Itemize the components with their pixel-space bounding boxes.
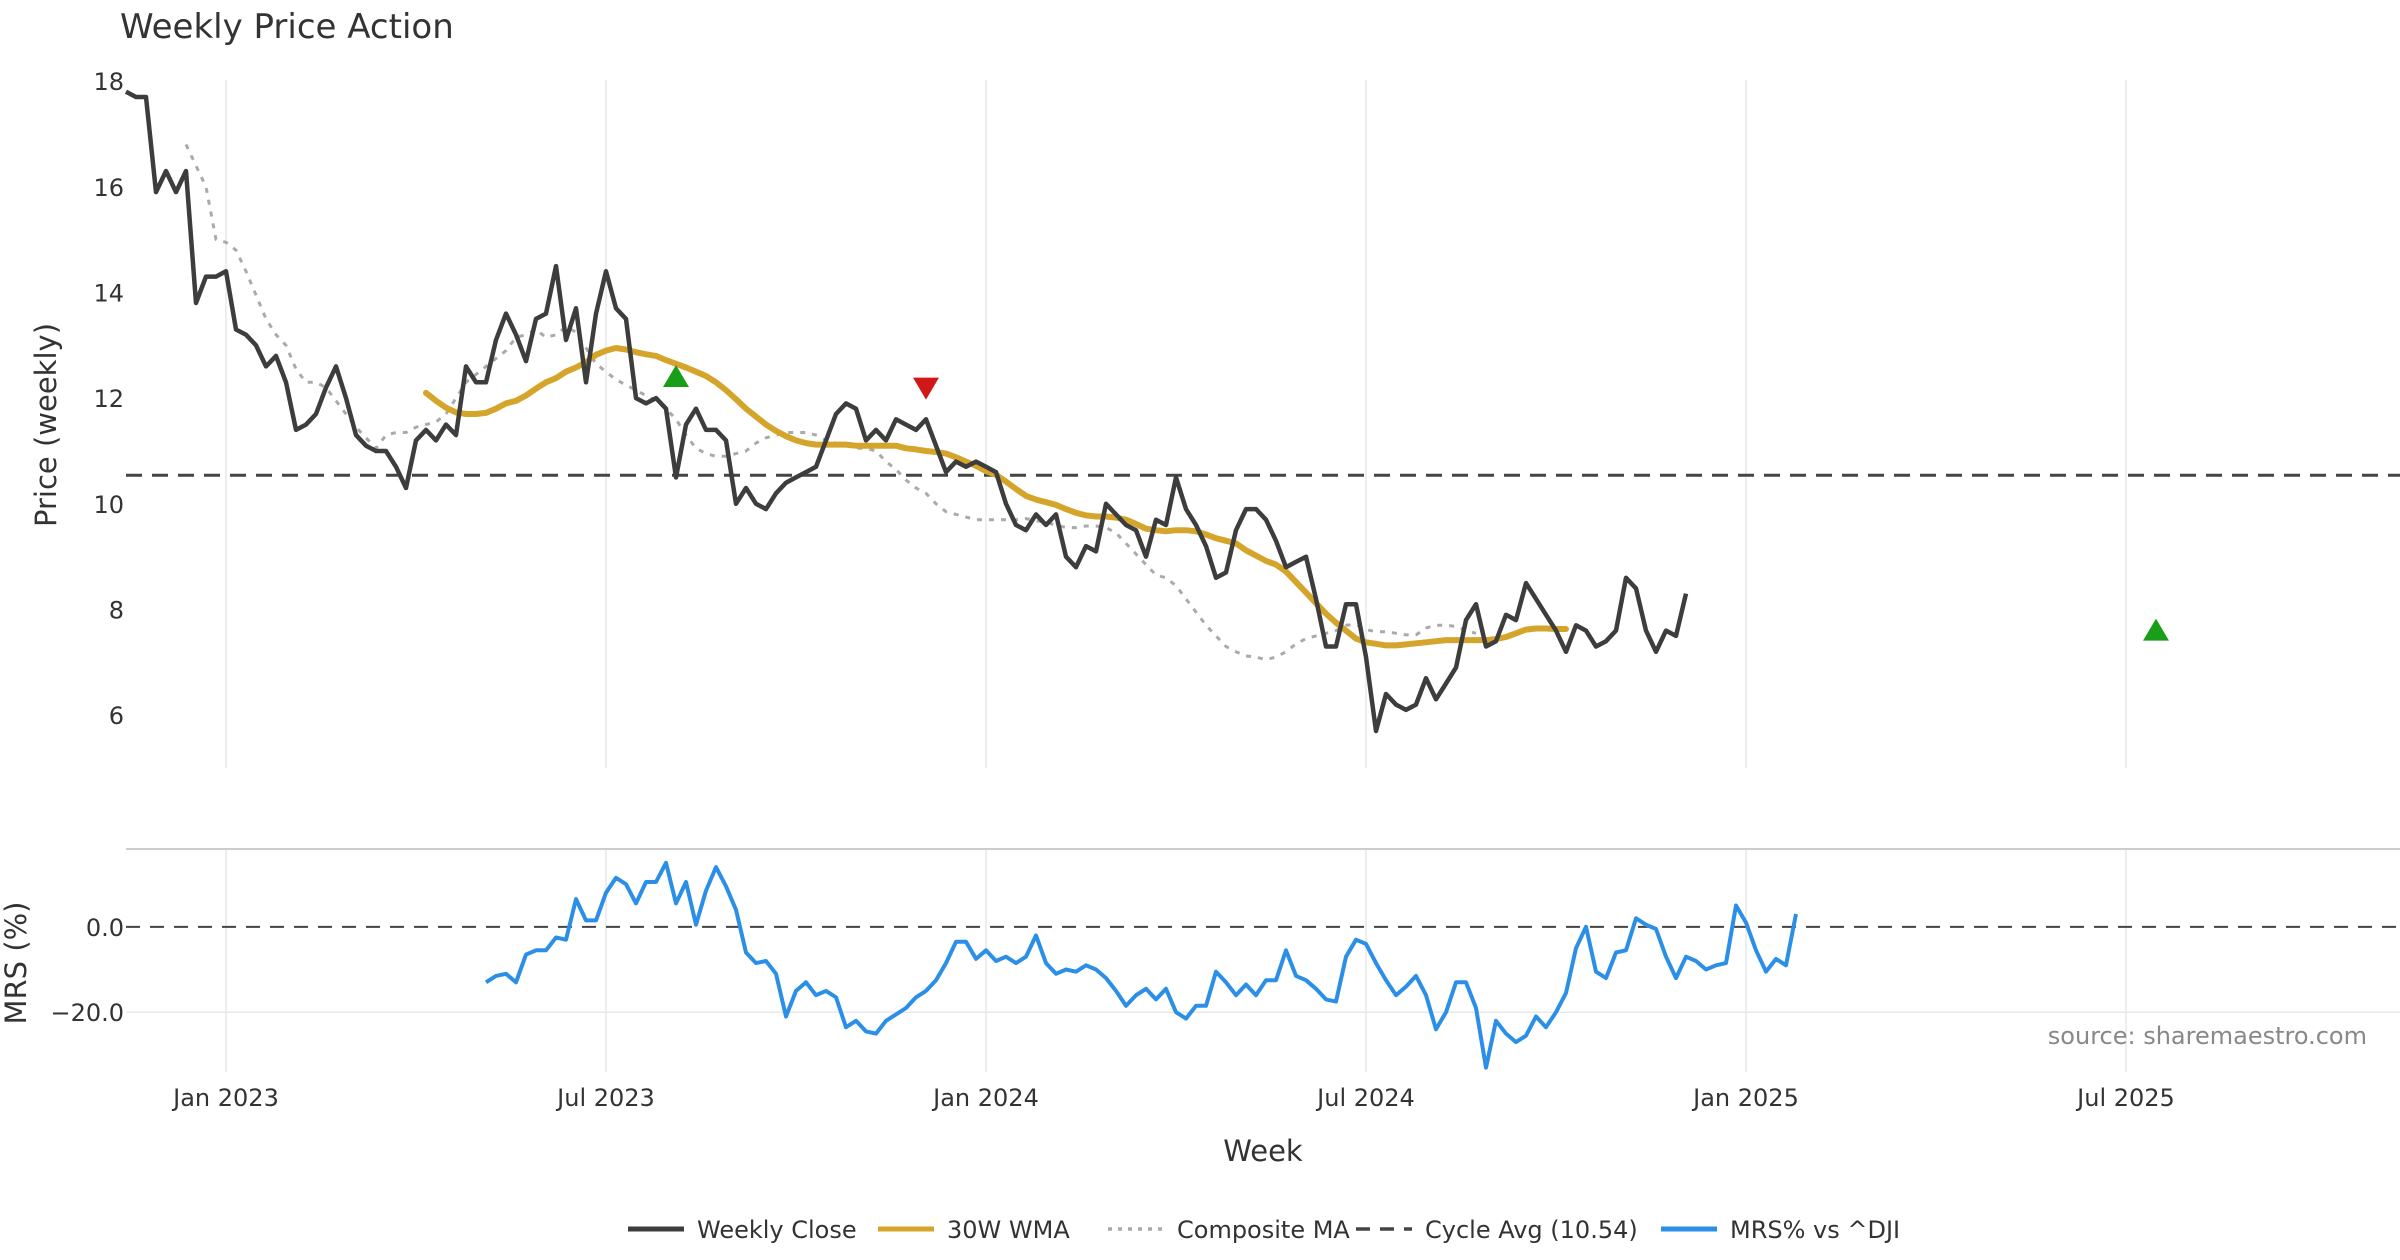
mrs-y-axis-label: MRS (%) bbox=[0, 902, 33, 1025]
price-y-tick-label: 8 bbox=[109, 596, 124, 624]
signal-markers bbox=[663, 365, 2169, 641]
wma-30w-line bbox=[423, 345, 1569, 649]
price-y-tick-label: 18 bbox=[93, 68, 124, 96]
grid bbox=[126, 80, 2400, 1072]
weekly-close-line bbox=[124, 89, 1689, 734]
x-tick-label: Jan 2023 bbox=[171, 1084, 279, 1112]
x-tick-label: Jul 2023 bbox=[555, 1084, 655, 1112]
legend-label: MRS% vs ^DJI bbox=[1730, 1216, 1900, 1244]
price-y-tick-label: 14 bbox=[93, 279, 124, 307]
price-y-axis-label: Price (weekly) bbox=[29, 323, 63, 527]
mrs-y-ticks: 0.0 −20.0 bbox=[50, 914, 124, 1027]
legend: Weekly Close 30W WMA Composite MA Cycle Avg… bbox=[628, 1216, 1900, 1244]
composite-ma-line bbox=[184, 143, 1477, 662]
chart-title: Weekly Price Action bbox=[120, 7, 454, 47]
mrs-y-tick-label: 0.0 bbox=[86, 914, 124, 942]
legend-label: 30W WMA bbox=[947, 1216, 1070, 1244]
price-y-tick-label: 16 bbox=[93, 174, 124, 202]
legend-label: Weekly Close bbox=[697, 1216, 857, 1244]
legend-label: Cycle Avg (10.54) bbox=[1425, 1216, 1638, 1244]
price-y-tick-label: 10 bbox=[93, 491, 124, 519]
source-label: source: sharemaestro.com bbox=[2048, 1022, 2367, 1050]
price-y-ticks: 6 8 10 12 14 16 18 bbox=[93, 68, 124, 730]
x-tick-label: Jul 2024 bbox=[1315, 1084, 1415, 1112]
mrs-y-tick-label: −20.0 bbox=[50, 999, 124, 1027]
x-axis-label: Week bbox=[1223, 1134, 1303, 1168]
buy-signal-marker bbox=[2143, 618, 2169, 641]
price-y-tick-label: 12 bbox=[93, 385, 124, 413]
price-y-tick-label: 6 bbox=[109, 702, 124, 730]
buy-signal-marker bbox=[663, 365, 689, 388]
sell-signal-marker bbox=[913, 377, 939, 400]
mrs-line bbox=[484, 860, 1798, 1070]
x-tick-label: Jul 2025 bbox=[2075, 1084, 2175, 1112]
x-ticks: Jan 2023 Jul 2023 Jan 2024 Jul 2024 Jan 2025… bbox=[171, 1084, 2175, 1112]
legend-label: Composite MA bbox=[1177, 1216, 1350, 1244]
x-tick-label: Jan 2024 bbox=[931, 1084, 1039, 1112]
x-tick-label: Jan 2025 bbox=[1691, 1084, 1799, 1112]
